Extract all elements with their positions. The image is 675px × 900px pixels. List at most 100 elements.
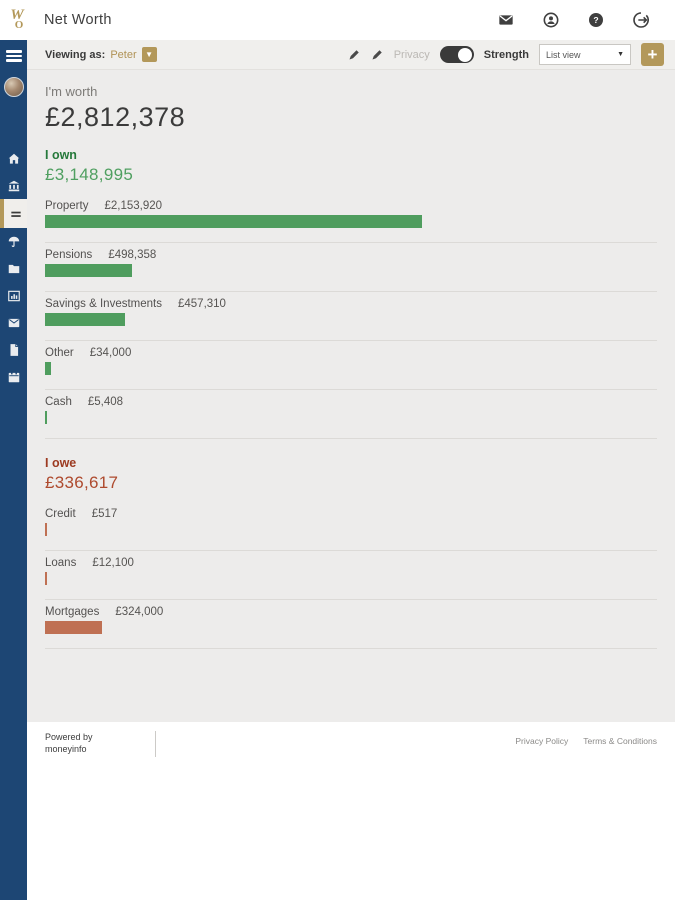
sidebar-nav (0, 145, 27, 390)
item-label: Other (45, 347, 74, 359)
item-divider (45, 599, 657, 600)
net-worth-item-row: Other £34,000 (45, 341, 657, 390)
im-worth-value: £2,812,378 (45, 102, 186, 132)
item-bar (45, 313, 125, 326)
logout-icon[interactable] (633, 12, 649, 28)
help-icon[interactable]: ? (588, 12, 604, 28)
edit-icon[interactable] (348, 48, 361, 61)
item-label: Mortgages (45, 606, 100, 618)
item-bar (45, 411, 47, 424)
viewer-dropdown-button[interactable]: ▼ (141, 47, 157, 62)
powered-by-line2: moneyinfo (45, 744, 87, 754)
net-worth-item-row: Pensions £498,358 (45, 243, 657, 292)
net-worth-panel: I'm worth £2,812,378 I own £3,148,995 Pr… (27, 70, 675, 722)
item-label-row[interactable]: Savings & Investments £457,310 (45, 298, 657, 310)
item-label-row[interactable]: Credit £517 (45, 508, 657, 520)
sidebar-item-documents[interactable] (0, 336, 27, 363)
item-label-row[interactable]: Loans £12,100 (45, 557, 657, 569)
item-value: £517 (91, 508, 118, 520)
terms-conditions-link[interactable]: Terms & Conditions (583, 736, 657, 746)
im-worth-label: I'm worth (45, 84, 98, 99)
net-worth-item-row: Cash £5,408 (45, 390, 657, 439)
privacy-toggle[interactable] (439, 46, 474, 63)
item-divider (45, 389, 657, 390)
page-title: Net Worth (44, 12, 112, 28)
item-value: £34,000 (89, 347, 132, 359)
sidebar-item-net-worth[interactable] (0, 199, 27, 228)
owe-heading: I owe (45, 456, 77, 470)
sidebar-item-home[interactable] (0, 145, 27, 172)
header-icons: ? (498, 12, 675, 28)
strength-label: Strength (483, 48, 529, 61)
owe-total: £336,617 (45, 473, 119, 492)
edit-icon-2[interactable] (371, 48, 384, 61)
net-worth-item-row: Loans £12,100 (45, 551, 657, 600)
item-value: £2,153,920 (104, 200, 163, 212)
item-label: Cash (45, 396, 72, 408)
item-label-row[interactable]: Other £34,000 (45, 347, 657, 359)
privacy-policy-link[interactable]: Privacy Policy (515, 736, 569, 746)
sidebar-item-folder[interactable] (0, 255, 27, 282)
own-total: £3,148,995 (45, 165, 134, 184)
item-label: Pensions (45, 249, 93, 261)
net-worth-item-row: Credit £517 (45, 502, 657, 551)
toggle-knob (458, 47, 473, 62)
powered-by-line1: Powered by (45, 732, 93, 742)
item-value: £457,310 (177, 298, 226, 310)
view-select-value: List view (546, 49, 581, 60)
chevron-down-icon: ▼ (617, 51, 624, 58)
avatar[interactable] (3, 77, 24, 97)
item-divider (45, 438, 657, 439)
footer: Powered by moneyinfo Privacy Policy Term… (27, 722, 675, 900)
svg-text:?: ? (593, 15, 598, 25)
sidebar-item-accounts[interactable] (0, 172, 27, 199)
net-worth-item-row: Property £2,153,920 (45, 194, 657, 243)
toolbar: Viewing as: Peter ▼ Privacy Strength Lis… (27, 40, 675, 70)
viewing-as-label: Viewing as: (45, 48, 106, 61)
item-divider (45, 648, 657, 649)
add-button[interactable]: + (641, 43, 664, 66)
item-label: Loans (45, 557, 77, 569)
app-header: W O Net Worth ? (0, 0, 675, 40)
net-worth-item-row: Savings & Investments £457,310 (45, 292, 657, 341)
item-bar (45, 362, 51, 375)
item-value: £5,408 (87, 396, 124, 408)
item-label: Savings & Investments (45, 298, 162, 310)
menu-icon[interactable] (0, 43, 27, 69)
item-bar (45, 523, 47, 536)
owe-items-list: Credit £517 Loans £12,100 Mortgages £324… (45, 502, 657, 649)
item-label-row[interactable]: Mortgages £324,000 (45, 606, 657, 618)
item-label: Credit (45, 508, 76, 520)
footer-divider (155, 731, 156, 757)
item-divider (45, 291, 657, 292)
item-divider (45, 340, 657, 341)
item-bar (45, 215, 422, 228)
item-value: £498,358 (108, 249, 157, 261)
powered-by: Powered by moneyinfo (45, 731, 145, 755)
item-label-row[interactable]: Property £2,153,920 (45, 200, 657, 212)
item-value: £12,100 (92, 557, 134, 569)
sidebar-item-performance[interactable] (0, 282, 27, 309)
app-logo: W O (10, 7, 24, 31)
own-heading: I own (45, 148, 77, 162)
profile-icon[interactable] (543, 12, 559, 28)
sidebar-item-calendar[interactable] (0, 363, 27, 390)
sidebar (0, 40, 27, 900)
item-divider (45, 242, 657, 243)
sidebar-item-messages[interactable] (0, 309, 27, 336)
sidebar-item-insurance[interactable] (0, 228, 27, 255)
item-bar (45, 621, 102, 634)
item-bar (45, 572, 47, 585)
item-divider (45, 550, 657, 551)
item-value: £324,000 (115, 606, 164, 618)
footer-links: Privacy Policy Terms & Conditions (515, 731, 657, 746)
item-label: Property (45, 200, 89, 212)
mail-icon[interactable] (498, 12, 514, 28)
privacy-label: Privacy (393, 48, 430, 61)
view-select[interactable]: List view ▼ (539, 44, 631, 65)
net-worth-item-row: Mortgages £324,000 (45, 600, 657, 649)
item-label-row[interactable]: Cash £5,408 (45, 396, 657, 408)
viewing-as-value: Peter (110, 48, 137, 61)
toolbar-right: Privacy Strength List view ▼ + (348, 43, 664, 66)
item-label-row[interactable]: Pensions £498,358 (45, 249, 657, 261)
